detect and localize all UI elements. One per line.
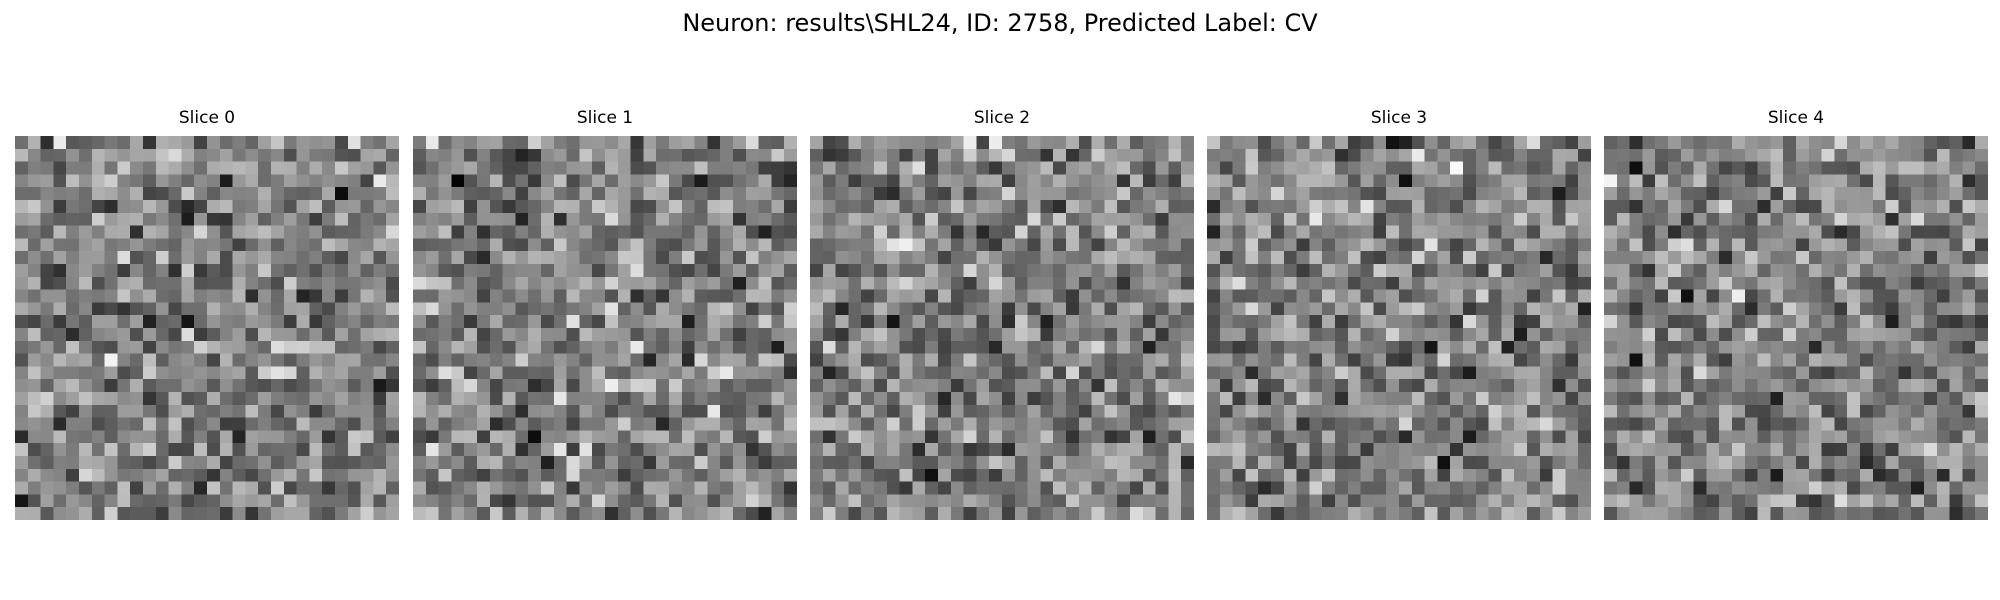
slice-panel-2: Slice 2	[810, 108, 1194, 520]
slice-panel-1: Slice 1	[413, 108, 797, 520]
slice-panel-0: Slice 0	[15, 108, 399, 520]
figure-title: Neuron: results\SHL24, ID: 2758, Predict…	[0, 8, 2000, 38]
slice-title: Slice 3	[1207, 108, 1591, 128]
slice-title: Slice 2	[810, 108, 1194, 128]
slice-image-1	[413, 136, 797, 520]
slice-title: Slice 4	[1604, 108, 1988, 128]
slice-image-2	[810, 136, 1194, 520]
slice-image-0	[15, 136, 399, 520]
slice-title: Slice 1	[413, 108, 797, 128]
slice-image-4	[1604, 136, 1988, 520]
slice-panel-3: Slice 3	[1207, 108, 1591, 520]
slice-image-3	[1207, 136, 1591, 520]
slice-panel-4: Slice 4	[1604, 108, 1988, 520]
slice-title: Slice 0	[15, 108, 399, 128]
